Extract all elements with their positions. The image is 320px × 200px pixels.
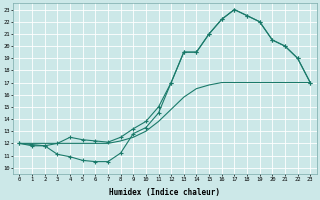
X-axis label: Humidex (Indice chaleur): Humidex (Indice chaleur)	[109, 188, 220, 197]
